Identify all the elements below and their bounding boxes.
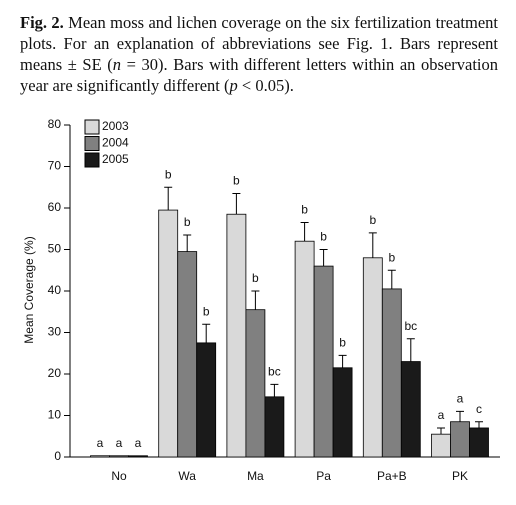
legend-label: 2004 (102, 136, 129, 150)
y-tick-label: 20 (48, 366, 62, 380)
y-tick-label: 60 (48, 200, 62, 214)
significance-letter: b (252, 271, 259, 285)
bar (313, 265, 334, 458)
error-bar (319, 249, 328, 267)
error-bar (475, 421, 483, 428)
legend-label: 2005 (102, 152, 129, 166)
error-bar (300, 222, 309, 242)
caption-text: Mean moss and lichen coverage on the six… (20, 13, 498, 74)
error-bar (368, 232, 377, 258)
error-bar (338, 354, 347, 368)
significance-letter: c (476, 402, 482, 416)
error-bar (202, 323, 211, 343)
significance-letter: a (97, 436, 104, 450)
bar (294, 240, 315, 458)
y-tick-label: 10 (48, 408, 62, 422)
caption-text: < 0.05). (237, 76, 294, 95)
error-bar (387, 269, 396, 289)
significance-letter: b (301, 203, 308, 217)
y-tick-label: 0 (54, 449, 61, 463)
bar (177, 251, 198, 458)
bar (90, 455, 110, 458)
bar (226, 213, 247, 458)
y-tick-label: 30 (48, 325, 62, 339)
error-bar (232, 192, 241, 215)
significance-letter: b (320, 230, 327, 244)
significance-letter: bc (404, 319, 417, 333)
bar (128, 455, 148, 458)
significance-letter: a (457, 392, 464, 406)
bar (264, 396, 285, 458)
significance-letter: b (203, 304, 210, 318)
error-bar (164, 186, 173, 211)
legend-swatch (84, 152, 100, 168)
bar (400, 361, 421, 458)
caption-label: Fig. 2. (20, 13, 64, 32)
bar (431, 433, 451, 458)
caption-text: = 30). Bars with different letters withi… (20, 55, 499, 95)
x-tick-label: No (111, 469, 127, 483)
bar (196, 342, 217, 458)
significance-letter: bc (268, 365, 281, 379)
bar (109, 455, 129, 458)
caption-text: n (112, 55, 122, 74)
y-tick-label: 40 (48, 283, 62, 297)
y-tick-label: 70 (48, 159, 62, 173)
significance-letter: a (438, 408, 445, 422)
error-bar (456, 410, 464, 422)
significance-letter: b (339, 335, 346, 349)
error-bar (437, 427, 445, 435)
x-tick-label: Pa+B (377, 469, 407, 483)
caption-text: p (229, 76, 238, 95)
significance-letter: b (388, 250, 395, 264)
error-bar (183, 234, 192, 252)
bar (245, 309, 266, 458)
error-bar (270, 383, 279, 397)
bar (332, 367, 353, 458)
significance-letter: a (116, 436, 123, 450)
significance-letter: a (135, 436, 142, 450)
bar (158, 209, 179, 458)
legend-label: 2003 (102, 119, 129, 133)
bar (381, 288, 402, 458)
error-bar (251, 290, 260, 310)
y-axis-label: Mean Coverage (%) (22, 236, 36, 343)
caption: Fig. 2. Mean moss and lichen coverage on… (20, 12, 498, 96)
significance-letter: b (369, 213, 376, 227)
x-tick-label: Wa (178, 469, 196, 483)
bar (450, 421, 470, 458)
error-bar (406, 338, 415, 362)
legend-swatch (84, 136, 100, 151)
bar (362, 257, 383, 458)
y-tick-label: 50 (48, 242, 62, 256)
legend-swatch (84, 119, 100, 135)
bar (469, 427, 489, 458)
significance-letter: b (233, 174, 240, 188)
significance-letter: b (165, 167, 172, 181)
significance-letter: b (184, 215, 191, 229)
x-tick-label: PK (452, 469, 468, 483)
x-tick-label: Pa (316, 469, 331, 483)
x-tick-label: Ma (247, 469, 264, 483)
y-tick-label: 80 (48, 117, 62, 131)
